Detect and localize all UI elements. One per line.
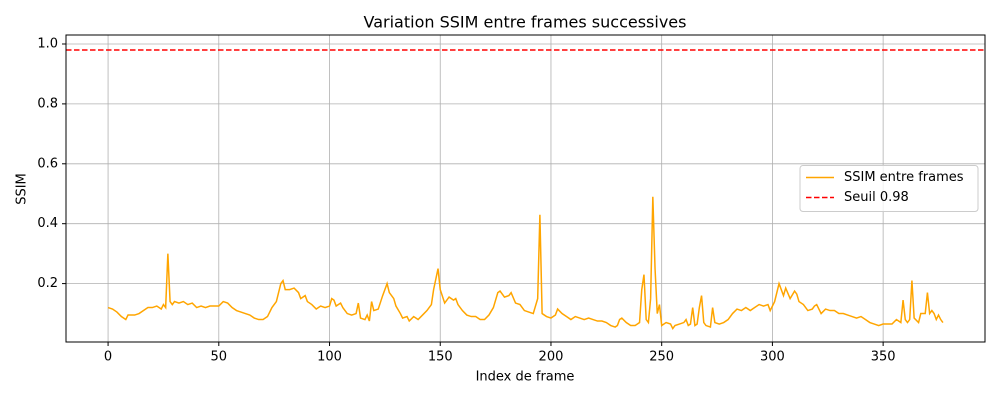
x-tick-label: 300 [760,350,785,365]
x-tick-label: 150 [428,350,453,365]
legend-label: SSIM entre frames [844,170,964,185]
plot-frame [65,34,986,343]
x-tick-label: 0 [104,350,112,365]
y-tick-label: 0.8 [37,96,58,111]
x-tick-label: 200 [539,350,564,365]
chart-title: Variation SSIM entre frames successives [364,13,687,32]
y-tick-label: 0.6 [37,156,58,171]
x-tick-label: 50 [211,350,228,365]
legend-box [799,165,979,212]
y-tick-label: 0.2 [37,276,58,291]
legend-label: Seuil 0.98 [844,190,909,205]
x-tick-label: 350 [871,350,896,365]
data-line [107,196,944,330]
x-axis-label: Index de frame [476,370,575,385]
x-tick-label: 100 [317,350,342,365]
x-tick-label: 250 [649,350,674,365]
y-tick-label: 0.4 [37,216,58,231]
y-tick-label: 1.0 [37,36,58,51]
y-axis-label: SSIM [15,173,30,205]
